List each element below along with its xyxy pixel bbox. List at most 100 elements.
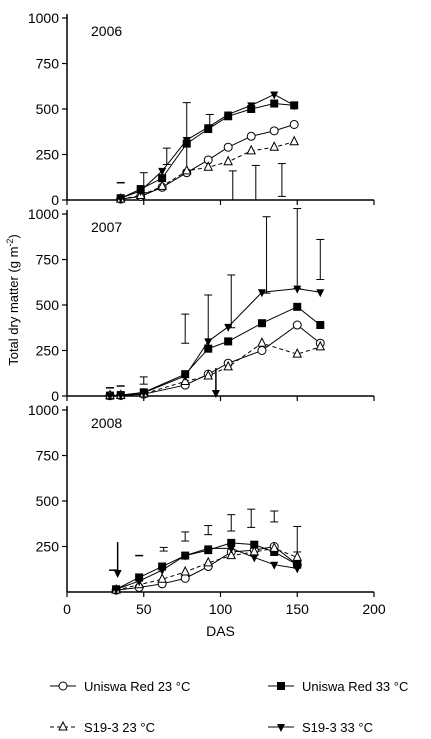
series-point bbox=[203, 161, 214, 171]
legend-marker bbox=[58, 681, 68, 691]
y-tick-label: 500 bbox=[36, 101, 60, 117]
series-point bbox=[292, 320, 302, 330]
x-tick-label: 150 bbox=[286, 601, 310, 617]
series-point bbox=[257, 337, 267, 347]
legend-marker bbox=[277, 724, 285, 732]
x-axis-label: DAS bbox=[206, 623, 235, 639]
series-point bbox=[270, 561, 279, 570]
series-point bbox=[158, 167, 167, 176]
y-tick-label: 750 bbox=[36, 56, 60, 72]
series-point bbox=[224, 337, 233, 346]
panel-year-label: 2008 bbox=[91, 415, 122, 431]
legend-marker bbox=[58, 720, 68, 731]
series-point bbox=[158, 174, 167, 183]
y-tick-label: 750 bbox=[36, 252, 60, 268]
series-point bbox=[223, 360, 233, 371]
series-point bbox=[257, 346, 267, 355]
y-tick-label: 500 bbox=[36, 493, 60, 509]
series-line bbox=[109, 342, 321, 397]
series-point bbox=[246, 144, 257, 155]
series-line bbox=[120, 103, 295, 199]
series-point bbox=[246, 131, 256, 141]
series-point bbox=[136, 187, 145, 196]
series-point bbox=[116, 195, 125, 204]
series-point bbox=[250, 554, 259, 563]
series-point bbox=[135, 573, 144, 582]
legend-label: Uniswa Red 33 °C bbox=[302, 679, 408, 694]
series-point bbox=[182, 136, 191, 145]
arrow-head bbox=[113, 570, 122, 578]
x-tick-label: 200 bbox=[362, 601, 386, 617]
x-tick-label: 100 bbox=[209, 601, 233, 617]
series-point bbox=[257, 319, 266, 328]
legend-label: Uniswa Red 23 °C bbox=[84, 679, 190, 694]
panel-year-label: 2007 bbox=[91, 219, 122, 235]
series-point bbox=[293, 560, 302, 569]
series-point bbox=[180, 573, 190, 583]
series-line bbox=[109, 324, 321, 397]
series-point bbox=[227, 545, 236, 554]
series-point bbox=[116, 392, 125, 401]
y-axis-label: Total dry matter (g m-2) bbox=[5, 234, 21, 366]
series-point bbox=[204, 545, 213, 554]
legend-marker bbox=[277, 682, 285, 690]
series-point bbox=[224, 111, 233, 120]
y-tick-label: 0 bbox=[51, 388, 59, 404]
y-tick-label: 1000 bbox=[28, 10, 59, 26]
series-point bbox=[181, 372, 190, 381]
series-point bbox=[270, 547, 279, 556]
legend-label: S19-3 23 °C bbox=[84, 720, 155, 734]
series-point bbox=[293, 302, 302, 311]
series-point bbox=[316, 289, 325, 298]
series-point bbox=[270, 91, 279, 100]
series-point bbox=[204, 344, 213, 353]
series-point bbox=[105, 392, 114, 401]
series-point bbox=[180, 565, 191, 576]
series-point bbox=[315, 340, 326, 351]
series-point bbox=[292, 348, 303, 358]
series-point bbox=[292, 551, 303, 561]
series-point bbox=[158, 562, 167, 571]
y-tick-label: 500 bbox=[36, 297, 60, 313]
series-point bbox=[289, 135, 299, 146]
series-point bbox=[269, 126, 279, 136]
legend-label: S19-3 33 °C bbox=[302, 720, 373, 734]
y-tick-label: 250 bbox=[36, 539, 60, 555]
series-point bbox=[250, 540, 259, 549]
series-point bbox=[157, 180, 167, 190]
series-point bbox=[293, 285, 302, 294]
y-tick-label: 1000 bbox=[28, 402, 59, 418]
series-point bbox=[224, 323, 233, 332]
series-line bbox=[116, 547, 298, 591]
x-tick-label: 0 bbox=[63, 601, 71, 617]
series-point bbox=[112, 586, 121, 595]
y-tick-label: 750 bbox=[36, 448, 60, 464]
x-tick-label: 50 bbox=[136, 601, 152, 617]
series-point bbox=[223, 155, 233, 166]
series-point bbox=[257, 289, 266, 298]
series-point bbox=[227, 538, 236, 547]
y-tick-label: 1000 bbox=[28, 206, 59, 222]
series-point bbox=[290, 102, 299, 111]
series-point bbox=[204, 338, 213, 347]
series-point bbox=[270, 99, 279, 108]
y-tick-label: 250 bbox=[36, 147, 60, 163]
series-point bbox=[226, 549, 237, 560]
y-tick-label: 0 bbox=[51, 192, 59, 208]
panel-year-label: 2006 bbox=[91, 23, 122, 39]
series-point bbox=[316, 321, 325, 330]
series-point bbox=[181, 552, 190, 561]
series-point bbox=[203, 556, 214, 567]
series-line bbox=[120, 93, 295, 199]
series-point bbox=[293, 565, 302, 574]
series-point bbox=[269, 141, 280, 151]
series-point bbox=[139, 389, 148, 398]
arrow-head bbox=[211, 390, 220, 398]
series-point bbox=[158, 567, 167, 576]
series-point bbox=[269, 542, 280, 552]
series-point bbox=[204, 124, 213, 133]
series-point bbox=[247, 102, 256, 111]
series-point bbox=[203, 369, 214, 380]
series-point bbox=[135, 578, 144, 587]
